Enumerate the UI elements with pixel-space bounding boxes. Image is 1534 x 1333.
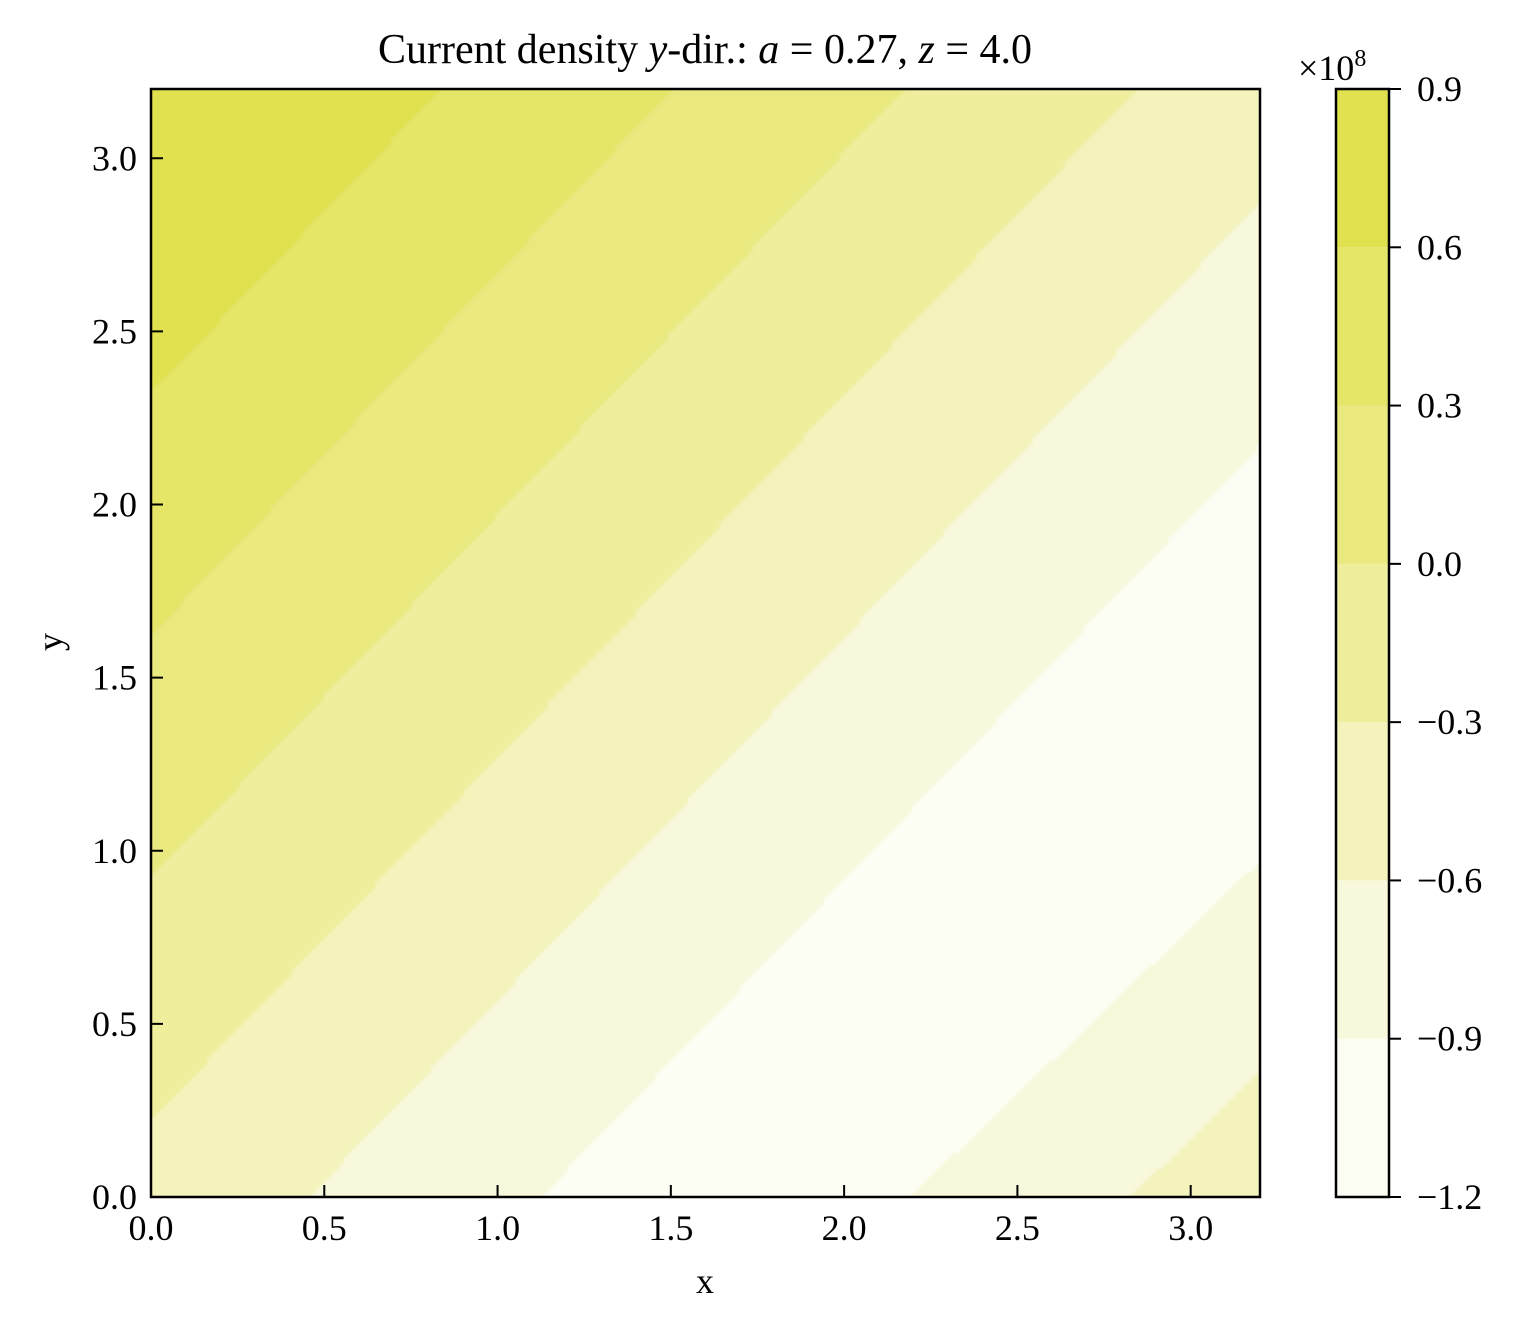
colorbar-tick-label: 0.9 [1417, 69, 1462, 109]
x-axis-label: x [696, 1261, 714, 1301]
y-tick-label: 0.0 [92, 1177, 137, 1217]
y-tick-label: 2.5 [92, 311, 137, 351]
y-tick-label: 2.0 [92, 485, 137, 525]
colorbar-tick-label: 0.3 [1417, 386, 1462, 426]
colorbar-band [1336, 880, 1389, 1039]
y-tick-label: 0.5 [92, 1004, 137, 1044]
chart-title: Current density y-dir.: a = 0.27, z = 4.… [378, 27, 1032, 73]
contour-plot-area [151, 89, 1260, 1197]
colorbar-tick-label: −0.9 [1417, 1019, 1482, 1059]
y-tick-label: 3.0 [92, 138, 137, 178]
colorbar-tick-label: −0.3 [1417, 702, 1482, 742]
x-tick-label: 3.0 [1168, 1208, 1213, 1248]
colorbar-tick-label: 0.6 [1417, 227, 1462, 267]
colorbar-band [1336, 722, 1389, 881]
x-tick-label: 0.5 [302, 1208, 347, 1248]
colorbar-scale-label: ×108 [1298, 46, 1366, 88]
plot-frame [149, 87, 1262, 1199]
contour-field [151, 89, 1260, 1197]
x-tick-label: 1.5 [648, 1208, 693, 1248]
colorbar-band [1336, 1038, 1389, 1197]
colorbar [1336, 89, 1389, 1197]
colorbar-tick-label: −1.2 [1417, 1177, 1482, 1217]
colorbar-tick-label: −0.6 [1417, 860, 1482, 900]
x-tick-label: 2.5 [995, 1208, 1040, 1248]
colorbar-frame [1334, 87, 1391, 1199]
colorbar-tick-label: 0.0 [1417, 544, 1462, 584]
colorbar-band [1336, 89, 1389, 248]
x-axis-ticks: 0.0 0.5 1.0 1.5 2.0 2.5 3.0 [129, 1185, 1213, 1248]
colorbar-band [1336, 563, 1389, 723]
colorbar-ticks: −1.2 −0.9 −0.6 −0.3 0.0 0.3 0.6 0.9 [1389, 69, 1482, 1217]
colorbar-band [1336, 405, 1389, 564]
y-tick-label: 1.5 [92, 658, 137, 698]
y-tick-label: 1.0 [92, 831, 137, 871]
x-tick-label: 1.0 [475, 1208, 520, 1248]
x-tick-label: 0.0 [129, 1208, 174, 1248]
y-axis-ticks: 0.0 0.5 1.0 1.5 2.0 2.5 3.0 [92, 138, 163, 1217]
y-axis-label: y [30, 633, 70, 651]
colorbar-band [1336, 247, 1389, 406]
x-tick-label: 2.0 [822, 1208, 867, 1248]
